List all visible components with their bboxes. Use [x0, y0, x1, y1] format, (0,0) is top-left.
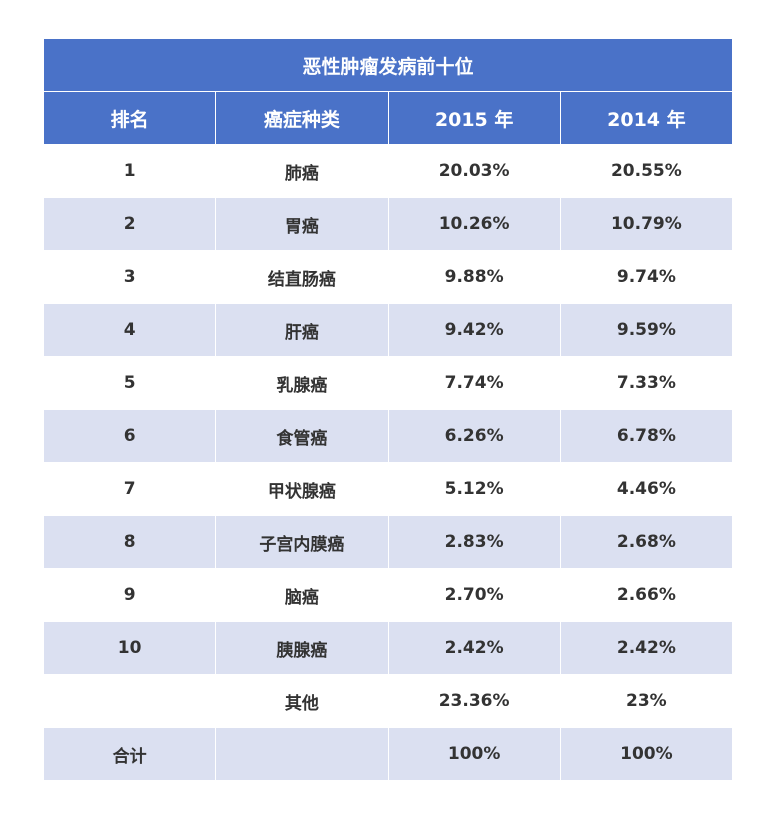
table-cell: [42, 674, 217, 728]
table-row: 6 食管癌 6.26% 6.78%: [42, 409, 734, 463]
table-cell: 6.26%: [387, 409, 561, 463]
table-cell: 食管癌: [215, 409, 389, 463]
table-cell: 2.66%: [559, 568, 734, 622]
table-row: 5 乳腺癌 7.74% 7.33%: [42, 356, 734, 410]
table-cell: 4: [42, 303, 217, 357]
header-cell: 2014 年: [559, 91, 734, 145]
table-cell: 9.74%: [559, 250, 734, 304]
table-row: 8 子宫内膜癌 2.83% 2.68%: [42, 515, 734, 569]
table-cell: 23%: [559, 674, 734, 728]
table-cell: 20.55%: [559, 144, 734, 198]
table-row: 3 结直肠癌 9.88% 9.74%: [42, 250, 734, 304]
table-row: 合计 100% 100%: [42, 727, 734, 781]
table-cell: 2.68%: [559, 515, 734, 569]
table-container: 恶性肿瘤发病前十位 排名 癌症种类 2015 年 2014 年 1 肺癌 20.03% 20…: [42, 38, 734, 781]
table-cell: 6: [42, 409, 217, 463]
table-cell: 5: [42, 356, 217, 410]
table-row: 其他 23.36% 23%: [42, 674, 734, 728]
table-cell: 其他: [215, 674, 389, 728]
table-cell: 脑癌: [215, 568, 389, 622]
table-cell: 胃癌: [215, 197, 389, 251]
table-cell: 2.83%: [387, 515, 561, 569]
table-cell: 肺癌: [215, 144, 389, 198]
table-cell: 3: [42, 250, 217, 304]
table-cell: 乳腺癌: [215, 356, 389, 410]
header-cell: 2015 年: [387, 91, 561, 145]
table-cell: 20.03%: [387, 144, 561, 198]
table-body: 1 肺癌 20.03% 20.55% 2 胃癌 10.26% 10.79% 3 结直肠癌 9.88%…: [42, 144, 734, 781]
table-cell: 100%: [387, 727, 561, 781]
table-cell: [215, 727, 389, 781]
table-cell: 4.46%: [559, 462, 734, 516]
table-row: 2 胃癌 10.26% 10.79%: [42, 197, 734, 251]
table-cell: 7.33%: [559, 356, 734, 410]
header-cell: 癌症种类: [215, 91, 389, 145]
cancer-table: 恶性肿瘤发病前十位 排名 癌症种类 2015 年 2014 年 1 肺癌 20.03% 20…: [42, 38, 734, 781]
table-cell: 胰腺癌: [215, 621, 389, 675]
table-cell: 甲状腺癌: [215, 462, 389, 516]
table-cell: 9.42%: [387, 303, 561, 357]
table-cell: 7.74%: [387, 356, 561, 410]
table-row: 4 肝癌 9.42% 9.59%: [42, 303, 734, 357]
table-cell: 6.78%: [559, 409, 734, 463]
table-cell: 10: [42, 621, 217, 675]
header-row: 排名 癌症种类 2015 年 2014 年: [42, 91, 734, 145]
table-cell: 10.26%: [387, 197, 561, 251]
table-head: 恶性肿瘤发病前十位 排名 癌症种类 2015 年 2014 年: [42, 38, 734, 145]
table-cell: 肝癌: [215, 303, 389, 357]
table-cell: 8: [42, 515, 217, 569]
table-row: 7 甲状腺癌 5.12% 4.46%: [42, 462, 734, 516]
table-row: 10 胰腺癌 2.42% 2.42%: [42, 621, 734, 675]
table-cell: 9.88%: [387, 250, 561, 304]
table-row: 1 肺癌 20.03% 20.55%: [42, 144, 734, 198]
table-cell: 子宫内膜癌: [215, 515, 389, 569]
table-cell: 2.70%: [387, 568, 561, 622]
table-cell: 2.42%: [387, 621, 561, 675]
table-cell: 2.42%: [559, 621, 734, 675]
table-cell: 5.12%: [387, 462, 561, 516]
table-cell: 结直肠癌: [215, 250, 389, 304]
table-cell: 23.36%: [387, 674, 561, 728]
table-cell: 10.79%: [559, 197, 734, 251]
table-cell: 合计: [42, 727, 217, 781]
table-title: 恶性肿瘤发病前十位: [43, 38, 733, 92]
table-cell: 9: [42, 568, 217, 622]
table-row: 9 脑癌 2.70% 2.66%: [42, 568, 734, 622]
title-row: 恶性肿瘤发病前十位: [43, 38, 733, 92]
table-cell: 7: [42, 462, 217, 516]
table-cell: 1: [42, 144, 217, 198]
table-cell: 100%: [559, 727, 734, 781]
table-cell: 2: [42, 197, 217, 251]
header-cell: 排名: [42, 91, 217, 145]
table-cell: 9.59%: [559, 303, 734, 357]
